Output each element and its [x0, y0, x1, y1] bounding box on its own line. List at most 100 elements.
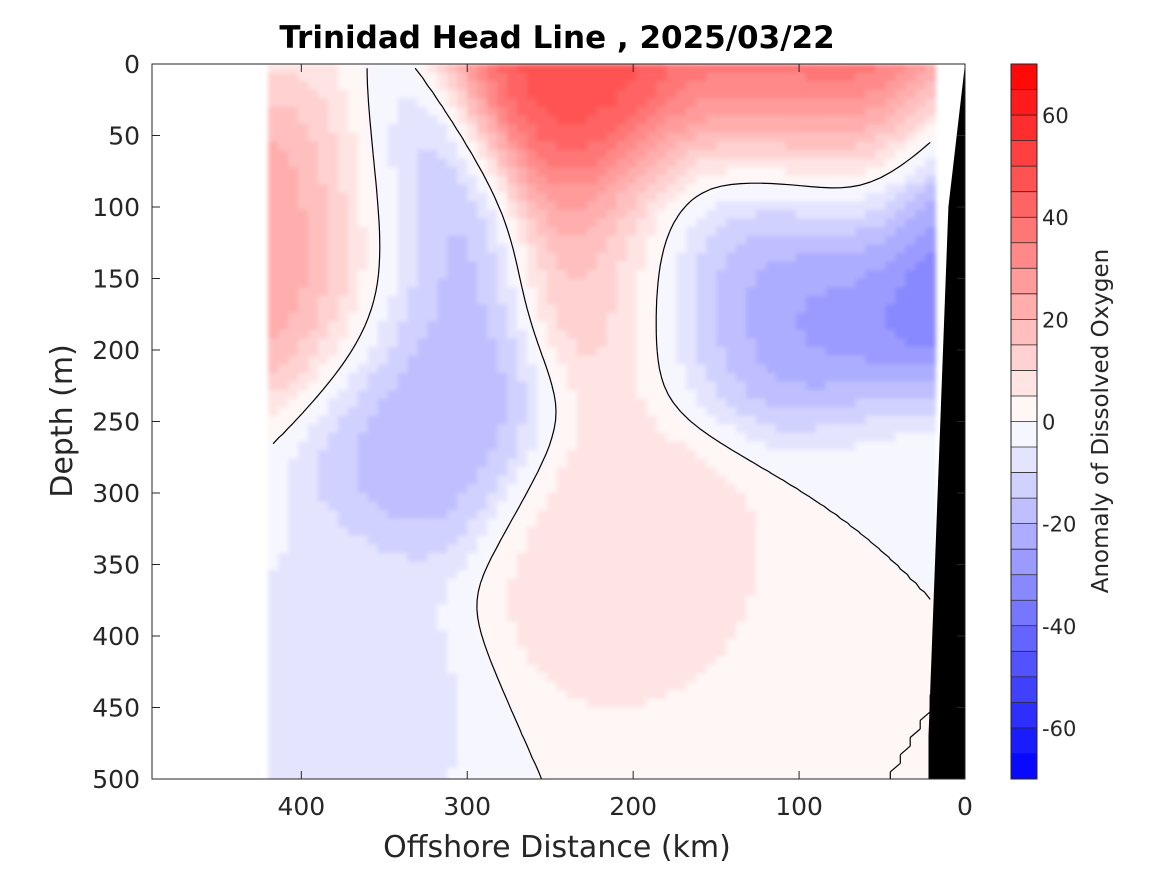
anomaly-cell	[497, 664, 508, 674]
anomaly-cell	[337, 621, 349, 632]
anomaly-cell	[646, 89, 658, 100]
anomaly-cell	[775, 578, 787, 589]
anomaly-cell	[387, 149, 399, 160]
anomaly-cell	[736, 716, 747, 726]
anomaly-cell	[646, 115, 658, 125]
anomaly-cell	[765, 664, 777, 674]
anomaly-cell	[437, 518, 449, 529]
anomaly-cell	[437, 630, 449, 640]
anomaly-cell	[795, 278, 807, 288]
anomaly-cell	[706, 716, 717, 726]
anomaly-cell	[626, 759, 638, 769]
anomaly-cell	[626, 81, 638, 91]
anomaly-cell	[696, 630, 707, 640]
anomaly-cell	[497, 167, 508, 177]
anomaly-cell	[755, 269, 767, 280]
anomaly-cell	[437, 295, 449, 306]
anomaly-cell	[457, 124, 469, 134]
anomaly-cell	[437, 167, 449, 177]
anomaly-cell	[288, 132, 299, 142]
anomaly-cell	[616, 450, 628, 460]
anomaly-cell	[367, 355, 379, 366]
anomaly-cell	[716, 158, 727, 168]
anomaly-cell	[407, 424, 419, 434]
anomaly-cell	[546, 398, 558, 408]
anomaly-cell	[397, 338, 409, 348]
anomaly-cell	[268, 664, 279, 674]
anomaly-cell	[527, 201, 538, 211]
anomaly-cell	[626, 149, 638, 160]
anomaly-cell	[427, 390, 439, 400]
anomaly-cell	[317, 304, 329, 314]
anomaly-cell	[527, 493, 538, 503]
anomaly-cell	[606, 570, 618, 580]
anomaly-cell	[706, 741, 717, 752]
anomaly-cell	[646, 776, 658, 779]
anomaly-cell	[527, 458, 538, 469]
anomaly-cell	[527, 424, 538, 434]
anomaly-cell	[556, 484, 568, 494]
anomaly-cell	[417, 124, 429, 134]
anomaly-cell	[775, 510, 787, 520]
anomaly-cell	[815, 733, 827, 743]
anomaly-cell	[636, 475, 648, 486]
anomaly-cell	[457, 698, 469, 709]
anomaly-cell	[656, 295, 668, 306]
anomaly-cell	[317, 398, 329, 408]
anomaly-cell	[268, 89, 279, 100]
anomaly-cell	[268, 458, 279, 469]
anomaly-cell	[566, 261, 578, 271]
anomaly-cell	[795, 527, 807, 537]
anomaly-cell	[317, 776, 329, 779]
anomaly-cell	[268, 638, 279, 649]
anomaly-cell	[626, 398, 638, 408]
anomaly-cell	[457, 415, 469, 426]
anomaly-cell	[298, 638, 309, 649]
anomaly-cell	[527, 252, 538, 263]
anomaly-cell	[666, 690, 678, 700]
anomaly-cell	[696, 467, 707, 477]
anomaly-cell	[347, 604, 359, 614]
anomaly-cell	[407, 656, 419, 666]
anomaly-cell	[795, 407, 807, 417]
anomaly-cell	[407, 621, 419, 632]
anomaly-cell	[746, 415, 757, 426]
anomaly-cell	[726, 407, 737, 417]
anomaly-cell	[845, 630, 857, 640]
anomaly-cell	[646, 544, 658, 554]
anomaly-cell	[606, 690, 618, 700]
anomaly-cell	[507, 716, 518, 726]
anomaly-cell	[785, 407, 797, 417]
anomaly-cell	[536, 192, 548, 203]
anomaly-cell	[696, 278, 707, 288]
anomaly-cell	[308, 398, 319, 408]
anomaly-cell	[536, 278, 548, 288]
anomaly-cell	[785, 312, 797, 323]
anomaly-cell	[686, 767, 698, 777]
anomaly-cell	[805, 132, 817, 142]
anomaly-cell	[268, 518, 279, 529]
anomaly-cell	[278, 347, 289, 357]
anomaly-cell	[268, 184, 279, 194]
anomaly-cell	[308, 638, 319, 649]
anomaly-cell	[795, 149, 807, 160]
anomaly-cell	[626, 192, 638, 203]
anomaly-cell	[317, 381, 329, 391]
anomaly-cell	[775, 570, 787, 580]
anomaly-cell	[288, 390, 299, 400]
anomaly-cell	[268, 124, 279, 134]
anomaly-cell	[656, 201, 668, 211]
anomaly-cell	[447, 587, 459, 597]
anomaly-cell	[546, 475, 558, 486]
anomaly-cell	[726, 287, 737, 297]
anomaly-cell	[576, 493, 588, 503]
anomaly-cell	[457, 398, 469, 408]
anomaly-cell	[686, 578, 698, 589]
anomaly-cell	[407, 690, 419, 700]
anomaly-cell	[835, 647, 847, 657]
anomaly-cell	[467, 604, 478, 614]
anomaly-cell	[596, 261, 608, 271]
anomaly-cell	[795, 724, 807, 735]
anomaly-cell	[636, 141, 648, 151]
anomaly-cell	[845, 716, 857, 726]
